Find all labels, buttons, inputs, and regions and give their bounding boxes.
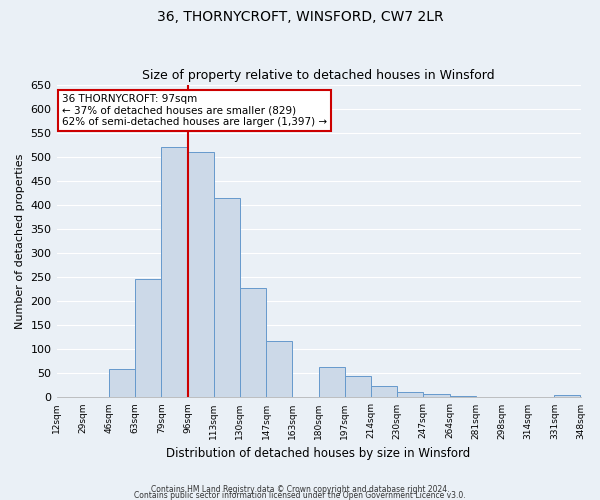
Bar [240,288,266,398]
Bar [319,367,345,398]
Bar [424,394,449,398]
Title: Size of property relative to detached houses in Winsford: Size of property relative to detached ho… [142,69,495,82]
Text: Contains HM Land Registry data © Crown copyright and database right 2024.: Contains HM Land Registry data © Crown c… [151,484,449,494]
Bar [266,340,292,398]
Bar [135,278,161,398]
Bar [449,396,476,398]
X-axis label: Distribution of detached houses by size in Winsford: Distribution of detached houses by size … [166,447,470,460]
Bar [109,368,135,398]
Bar [554,395,580,398]
Text: 36, THORNYCROFT, WINSFORD, CW7 2LR: 36, THORNYCROFT, WINSFORD, CW7 2LR [157,10,443,24]
Bar [371,386,397,398]
Text: 36 THORNYCROFT: 97sqm
← 37% of detached houses are smaller (829)
62% of semi-det: 36 THORNYCROFT: 97sqm ← 37% of detached … [62,94,327,127]
Bar [397,392,424,398]
Bar [214,198,240,398]
Bar [161,146,188,398]
Y-axis label: Number of detached properties: Number of detached properties [15,154,25,328]
Text: Contains public sector information licensed under the Open Government Licence v3: Contains public sector information licen… [134,490,466,500]
Bar [188,152,214,398]
Bar [345,376,371,398]
